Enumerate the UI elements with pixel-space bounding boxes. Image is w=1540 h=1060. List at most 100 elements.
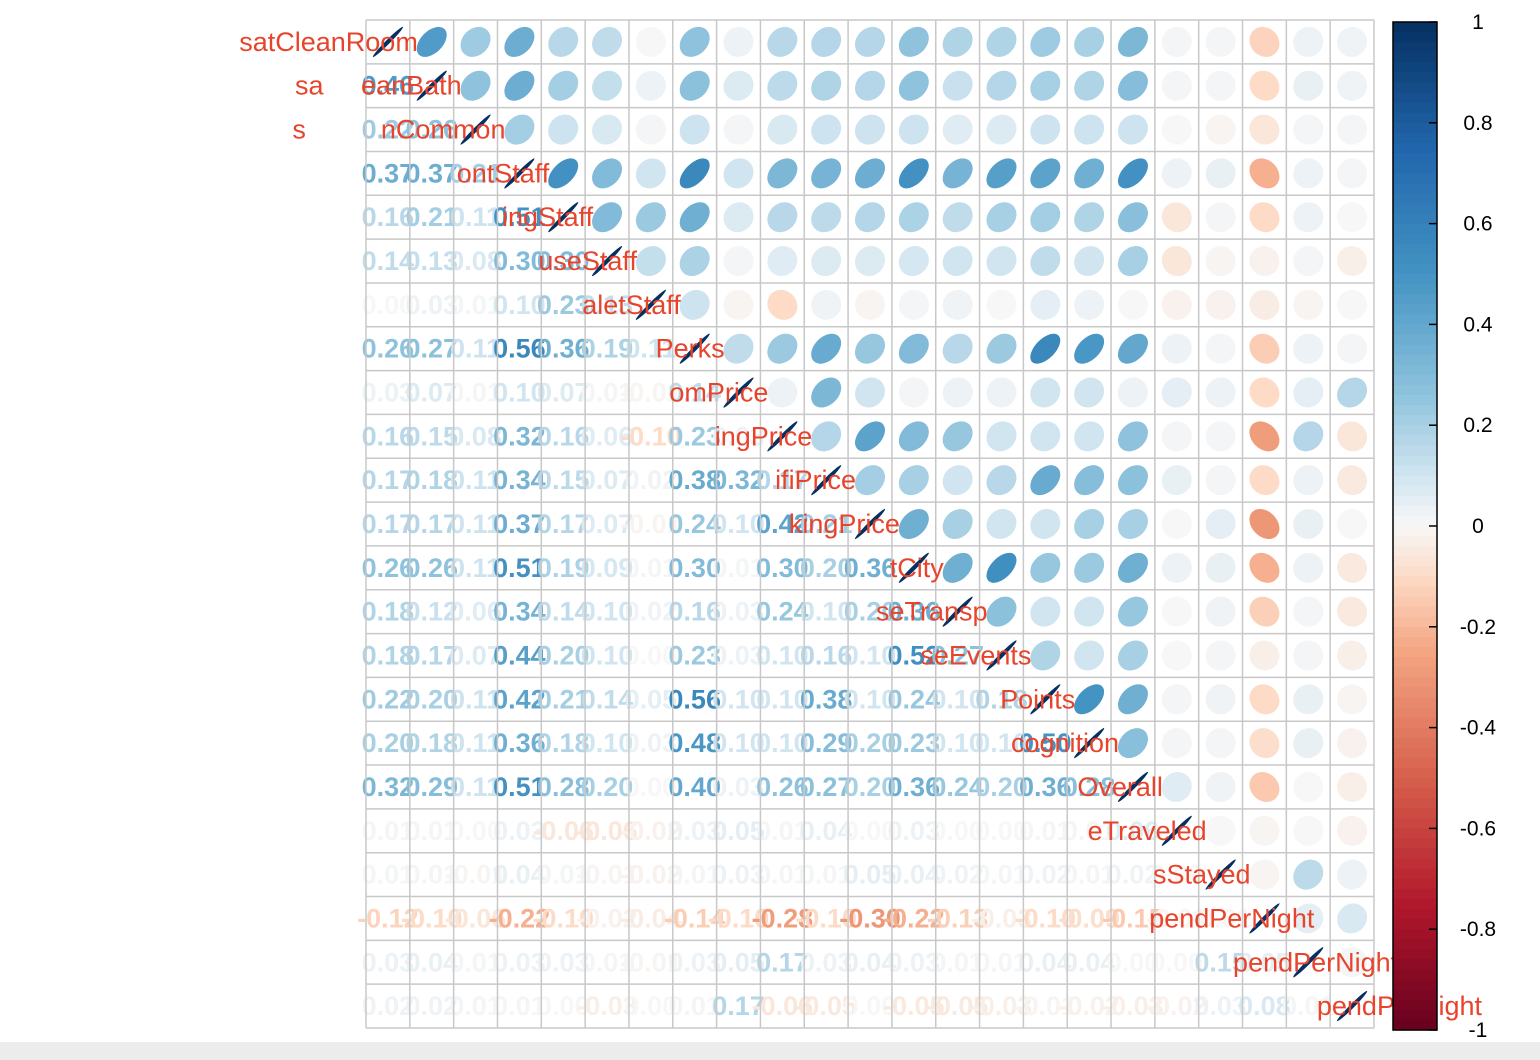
corr-coef-avgWifiSpendPerNight-satCleanCommon: 0.01: [449, 991, 502, 1021]
corr-coef-satDiningPrice-satRoomPrice: 0.03: [712, 421, 765, 451]
corr-coef-satOverall-satRecognition: 0.28: [1063, 772, 1116, 802]
corr-coef-satParkingPrice-satPerks: 0.24: [668, 509, 721, 539]
corr-coef-avgRoomSpendPerNight-satPerks: 0.03: [668, 947, 721, 977]
corr-ellipse-satRoomPrice-satWifiPrice: [811, 377, 842, 408]
colorbar-segment: [1393, 707, 1437, 719]
colorbar-segment: [1393, 405, 1437, 416]
corr-ellipse-satRecognition-nightsStayed: [1205, 728, 1236, 759]
corr-ellipse-satWifiPrice-satCloseTransp: [942, 465, 973, 496]
corr-ellipse-satDiningStaff-satWifiPrice: [811, 202, 842, 233]
corr-ellipse-satDiningStaff-satValetStaff: [635, 202, 666, 233]
corr-ellipse-satDiningStaff-satRoomPrice: [723, 202, 754, 233]
corr-ellipse-satHouseStaff-satCity: [898, 246, 929, 277]
corr-coef-avgRoomSpendPerNight-satWifiPrice: 0.03: [800, 947, 853, 977]
corr-ellipse-satDiningStaff-satCloseTransp: [942, 202, 973, 233]
lower-coefficients: 0.460.220.260.370.370.210.160.210.110.51…: [357, 71, 1334, 1021]
corr-ellipse-distanceTraveled-avgRoomSpendPerNight: [1293, 815, 1324, 846]
corr-ellipse-satValetStaff-distanceTraveled: [1161, 289, 1192, 320]
corr-coef-distanceTraveled-satCleanBath: 0.01: [405, 816, 458, 846]
corr-coef-avgWifiSpendPerNight-satFrontStaff: 0.01: [493, 991, 546, 1021]
corr-coef-satOverall-satDiningStaff: 0.28: [537, 772, 590, 802]
colorbar-segment: [1393, 808, 1437, 819]
corr-ellipse-satPerks-satParkingPrice: [855, 333, 885, 364]
corr-ellipse-satDiningPrice-distanceTraveled: [1161, 421, 1192, 452]
corr-coef-satCloseEvents-satParkingPrice: 0.10: [844, 640, 897, 670]
corr-coef-satCloseEvents-satDiningPrice: 0.10: [756, 640, 809, 670]
variable-label-satFrontStaff: ontStaff: [457, 158, 550, 188]
corr-coef-distanceTraveled-satDiningStaff: -0.06: [532, 816, 594, 846]
corr-ellipse-satCleanRoom-nightsStayed: [1205, 26, 1236, 57]
corr-ellipse-satCity-avgFoodSpendPerNight: [1249, 552, 1280, 583]
corr-ellipse-satFrontStaff-satDiningStaff: [548, 158, 579, 189]
corr-ellipse-satHouseStaff-avgRoomSpendPerNight: [1293, 246, 1324, 277]
colorbar-segment: [1393, 364, 1437, 376]
colorbar-segment: [1393, 142, 1437, 154]
corr-ellipse-satCleanRoom-satDiningStaff: [548, 26, 579, 57]
corr-ellipse-satCleanBath-satOverall: [1117, 70, 1148, 101]
corr-coef-avgWifiSpendPerNight-satRecognition: -0.02: [1058, 991, 1120, 1021]
corr-ellipse-satOverall-nightsStayed: [1205, 771, 1236, 802]
colorbar-segment: [1393, 183, 1437, 194]
corr-coef-distanceTraveled-satOverall: 0.06: [1107, 816, 1160, 846]
corr-coef-avgWifiSpendPerNight-satParkingPrice: 0.00: [844, 991, 897, 1021]
corr-coef-distanceTraveled-satCity: 0.03: [888, 816, 941, 846]
corr-coef-satCloseEvents-satFrontStaff: 0.44: [493, 640, 546, 670]
colorbar-segment: [1393, 233, 1437, 245]
corr-ellipse-satWifiPrice-avgRoomSpendPerNight: [1293, 465, 1324, 496]
colorbar-segment: [1393, 959, 1437, 971]
colorbar-tick-label: -0.8: [1460, 918, 1496, 941]
corr-ellipse-satWifiPrice-satPoints: [1030, 465, 1061, 496]
corr-coef-avgWifiSpendPerNight-satDiningStaff: 0.00: [537, 991, 590, 1021]
corr-coef-distanceTraveled-satPoints: 0.01: [1019, 816, 1072, 846]
variable-label-avgFoodSpendPerNight: pendPerNight: [1149, 903, 1315, 933]
corr-coef-satCloseEvents-satDiningStaff: 0.20: [537, 640, 590, 670]
corr-coef-satPoints-satValetStaff: 0.05: [625, 684, 678, 714]
corr-coef-satValetStaff-satFrontStaff: 0.10: [493, 290, 546, 320]
corr-coef-satCity-satRoomPrice: 0.01: [712, 553, 765, 583]
corr-coef-satCloseEvents-satCleanRoom: 0.18: [362, 640, 415, 670]
corr-ellipse-satHouseStaff-satPerks: [679, 246, 710, 277]
corr-ellipse-satCleanCommon-nightsStayed: [1205, 114, 1236, 145]
corr-coef-avgRoomSpendPerNight-satOverall: 0.00: [1107, 947, 1160, 977]
corr-coef-satParkingPrice-satFrontStaff: 0.37: [493, 509, 546, 539]
corr-coef-satDiningPrice-satValetStaff: -0.10: [620, 421, 682, 451]
corr-coef-satWifiPrice-satFrontStaff: 0.34: [493, 465, 546, 495]
corr-ellipse-satCity-avgRoomSpendPerNight: [1293, 552, 1324, 583]
corr-coef-satRecognition-satDiningStaff: 0.18: [537, 728, 590, 758]
colorbar-segment: [1393, 657, 1437, 668]
corr-coef-avgWifiSpendPerNight-distanceTraveled: -0.02: [1146, 991, 1208, 1021]
corr-ellipse-satParkingPrice-nightsStayed: [1205, 509, 1236, 539]
corr-coef-satValetStaff-satCleanRoom: 0.00: [362, 290, 415, 320]
corr-ellipse-satParkingPrice-satPoints: [1030, 509, 1061, 539]
corr-coef-nightsStayed-satOverall: 0.02: [1107, 860, 1160, 890]
corr-coef-nightsStayed-satRecognition: 0.01: [1063, 860, 1116, 890]
corr-ellipse-satFrontStaff-satRecognition: [1074, 158, 1105, 189]
colorbar-tick-label: -0.6: [1460, 817, 1496, 840]
corr-ellipse-satDiningStaff-satDiningPrice: [767, 202, 798, 233]
corr-ellipse-satPerks-satCity: [898, 333, 929, 364]
corr-coef-satPerks-satValetStaff: 0.11: [625, 334, 676, 364]
corr-ellipse-satDiningPrice-avgWifiSpendPerNight: [1337, 421, 1368, 452]
corr-coef-avgFoodSpendPerNight-satCity: -0.22: [883, 903, 945, 933]
corr-ellipse-satCleanRoom-avgWifiSpendPerNight: [1337, 26, 1368, 57]
corr-coef-satOverall-satDiningPrice: 0.26: [756, 772, 809, 802]
corr-coef-satWifiPrice-satDiningStaff: 0.15: [537, 465, 590, 495]
corr-ellipse-satWifiPrice-satWifiPrice: [811, 465, 842, 496]
corr-ellipse-distanceTraveled-distanceTraveled: [1161, 815, 1192, 846]
colorbar-segment: [1393, 284, 1437, 295]
corr-coef-satPoints-satDiningPrice: 0.10: [756, 684, 809, 714]
corr-ellipse-satWifiPrice-distanceTraveled: [1161, 465, 1192, 496]
corr-ellipse-satParkingPrice-avgRoomSpendPerNight: [1293, 509, 1324, 539]
corr-coef-satPerks-satCleanRoom: 0.26: [362, 334, 415, 364]
corr-coef-satCloseTransp-satDiningStaff: 0.14: [537, 597, 590, 627]
corr-coef-distanceTraveled-satCloseTransp: 0.00: [931, 816, 984, 846]
corr-coef-avgFoodSpendPerNight-satCleanRoom: -0.12: [357, 903, 419, 933]
corr-coef-avgRoomSpendPerNight-satFrontStaff: 0.03: [493, 947, 546, 977]
corr-coef-satRoomPrice-satCleanBath: 0.07: [405, 378, 458, 408]
corr-ellipse-satCleanRoom-satWifiPrice: [811, 26, 842, 57]
colorbar-segment: [1393, 153, 1437, 164]
colorbar-segment: [1393, 919, 1437, 930]
corr-coef-satCity-satCleanBath: 0.26: [405, 553, 458, 583]
corr-coef-satCloseTransp-satDiningPrice: 0.24: [756, 597, 809, 627]
corr-coef-avgWifiSpendPerNight-satRoomPrice: 0.17: [712, 991, 765, 1021]
